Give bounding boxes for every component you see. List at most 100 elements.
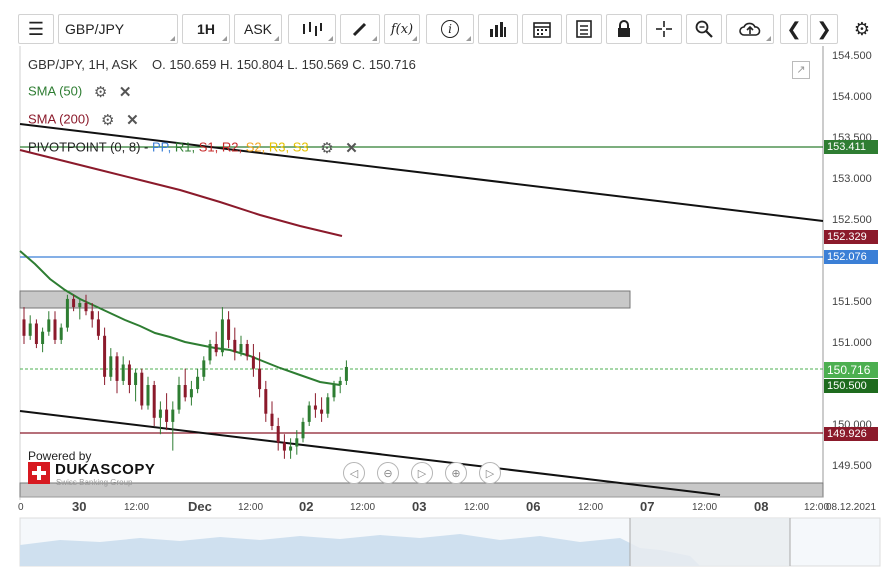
document-icon [576,20,592,38]
crosshair-button[interactable] [646,14,682,44]
price-tag: 152.076 [824,250,878,264]
lock-button[interactable] [606,14,642,44]
price-tag: 150.500 [824,379,878,393]
bar-chart-icon [490,22,506,37]
candle-body [171,409,175,422]
candle-body [301,421,305,439]
settings-button[interactable]: ⚙ [846,14,878,44]
sma200-line [19,149,343,237]
price-tag: 150.716 [824,362,878,378]
pivot-level-label: PP, [152,139,175,155]
candlestick-icon [303,22,322,36]
close-icon[interactable]: ✕ [345,140,358,157]
scroll-back-button[interactable]: ◁ [343,462,365,484]
gear-icon[interactable]: ⚙ [320,140,334,157]
price-tick-label: 152.500 [832,214,872,226]
close-icon[interactable]: ✕ [118,84,132,101]
calendar-button[interactable] [522,14,562,44]
candle-body [183,385,187,398]
candle-body [196,376,200,390]
candle-body [289,446,293,451]
candle-body [84,303,88,312]
zoom-out-button[interactable]: ⊖ [377,462,399,484]
drawing-tool-button[interactable] [340,14,380,44]
sma200-legend[interactable]: SMA (200) ⚙ ✕ [28,111,139,129]
symbol-selector[interactable]: GBP/JPY [58,14,178,44]
candle-body [189,389,193,398]
dukascopy-logo [28,462,50,484]
candle-body [332,385,336,398]
pivot-level-label: R2, [221,139,246,155]
indicators-button[interactable]: f(x) [384,14,420,44]
menu-button[interactable]: ☰ [18,14,54,44]
scroll-left-button[interactable]: ❮ [780,14,808,44]
time-tick-label: 0 [18,502,24,513]
time-tick-label: 06 [526,499,541,514]
reset-icon: ▷ [417,467,427,480]
candle-body [307,405,311,422]
price-tag: 152.329 [824,230,878,244]
hamburger-icon: ☰ [27,18,45,39]
chart-legend-header: GBP/JPY, 1H, ASK O. 150.659 H. 150.804 L… [28,57,416,72]
candle-body [96,319,100,336]
price-tick-label: 154.000 [832,91,872,103]
time-tick-label: 03 [412,499,427,514]
candle-body [72,298,76,308]
cloud-upload-icon [739,22,761,36]
lock-icon [618,20,630,37]
candle-body [313,405,317,410]
upper-trendline[interactable] [19,123,824,222]
supply-zone[interactable] [19,290,631,309]
chart-type-button[interactable] [288,14,336,44]
candle-body [53,319,57,340]
pivot-level-label: R1, [174,139,199,155]
candle-body [276,426,280,443]
side-selector[interactable]: ASK [234,14,282,44]
zoom-in-button[interactable]: ⊕ [445,462,467,484]
candle-body [65,298,69,328]
scroll-forward-button[interactable]: ▷ [479,462,501,484]
close-icon[interactable]: ✕ [126,112,139,129]
time-tick-label: 12:00 [238,502,264,513]
pivot-levels: PP, R1, S1, R2, S2, R3, S3 [152,139,309,154]
scroll-right-button[interactable]: ❯ [810,14,838,44]
info-button[interactable]: i [426,14,474,44]
gear-icon[interactable]: ⚙ [93,84,108,101]
candle-body [245,344,249,357]
candle-body [270,413,274,426]
navigator-window[interactable] [630,518,790,566]
reset-view-button[interactable]: ▷ [411,462,433,484]
candle-body [152,385,156,418]
time-tick-label: 12:00 [350,502,376,513]
zoom-button[interactable] [686,14,722,44]
lower-trendline[interactable] [19,410,721,496]
gear-icon[interactable]: ⚙ [101,112,115,129]
pen-icon [352,22,367,37]
time-tick-label: 30 [72,499,87,514]
candle-body [264,389,268,414]
timeframe-selector[interactable]: 1H [182,14,230,44]
candle-body [28,323,32,336]
bottom-zone[interactable] [19,482,824,498]
price-tick-label: 151.000 [832,337,872,349]
chevron-right-icon: ❯ [816,18,832,39]
volume-button[interactable] [478,14,518,44]
price-tag: 153.411 [824,140,878,154]
candle-body [320,409,324,414]
price-tick-label: 151.500 [832,296,872,308]
function-icon: f(x) [390,21,414,37]
candle-body [220,319,224,353]
zoom-in-icon: ⊕ [451,467,461,480]
upload-button[interactable] [726,14,774,44]
sma50-legend[interactable]: SMA (50) ⚙ ✕ [28,83,131,101]
side-label: ASK [243,21,272,37]
candle-body [177,385,181,410]
candle-body [227,319,231,340]
pivot-legend[interactable]: PIVOTPOINT (0, 8) - PP, R1, S1, R2, S2, … [28,139,358,157]
candle-body [78,303,82,308]
news-button[interactable] [566,14,602,44]
candle-body [59,327,63,340]
fullscreen-icon[interactable]: ↗ [792,61,810,79]
brand-tagline: Swiss Banking Group [56,478,133,487]
